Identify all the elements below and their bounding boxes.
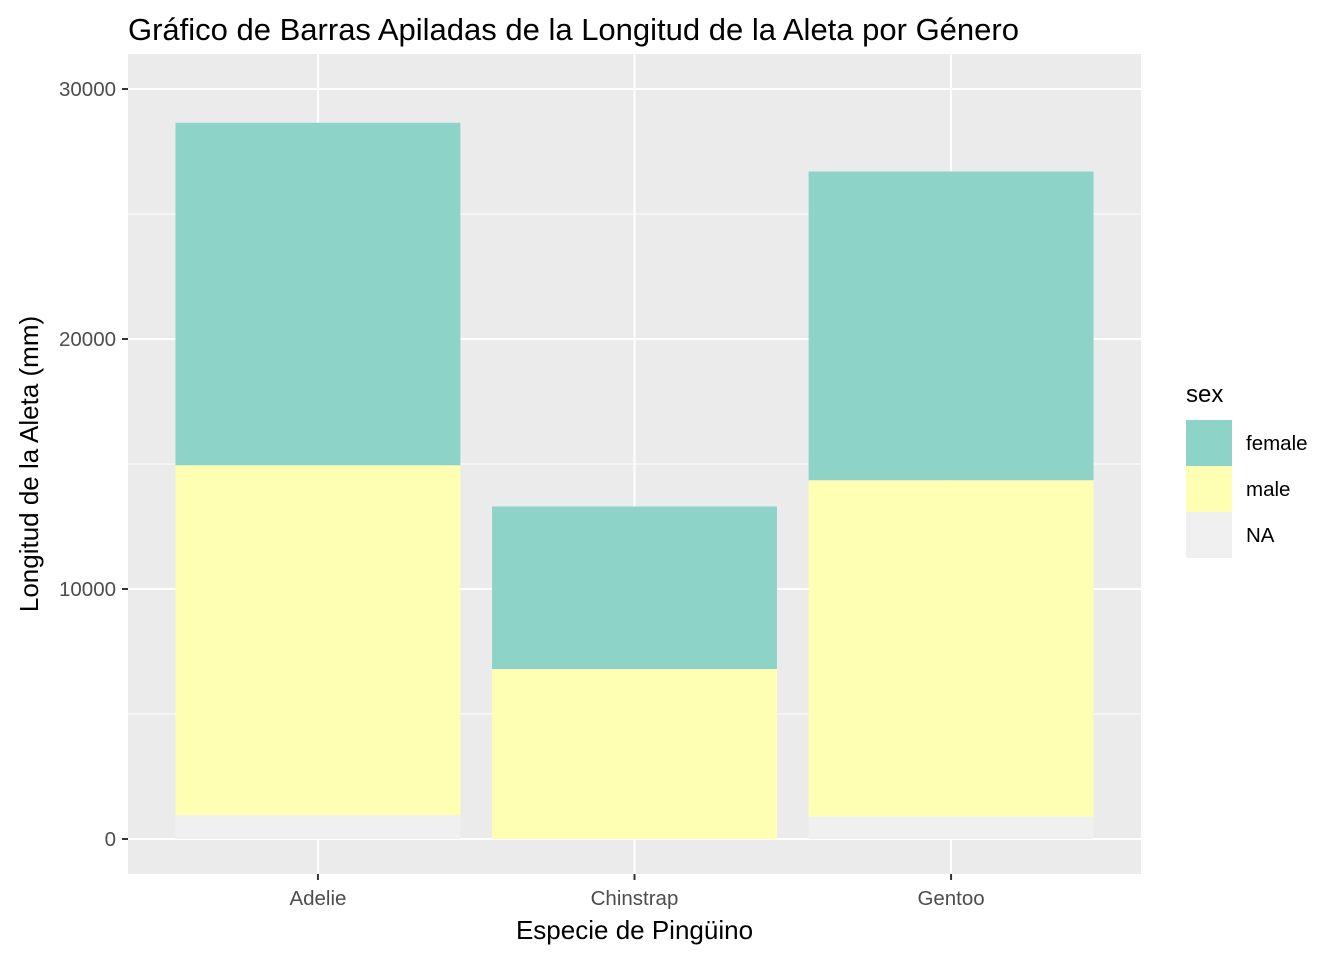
legend-label-na: NA bbox=[1246, 524, 1275, 547]
y-tick-label: 30000 bbox=[59, 78, 116, 101]
x-tick-label: Adelie bbox=[289, 887, 346, 910]
y-tick-label: 20000 bbox=[59, 328, 116, 351]
bar-na-gentoo bbox=[808, 816, 1094, 839]
legend-key-male bbox=[1186, 466, 1232, 512]
chart-title: Gráfico de Barras Apiladas de la Longitu… bbox=[128, 12, 1019, 47]
bar-female-adelie bbox=[175, 122, 461, 466]
bar-male-adelie bbox=[175, 465, 461, 816]
x-tick-label: Chinstrap bbox=[591, 887, 679, 910]
x-tick-label: Gentoo bbox=[917, 887, 984, 910]
bar-na-adelie bbox=[175, 815, 461, 839]
bar-female-chinstrap bbox=[492, 506, 777, 669]
bar-male-chinstrap bbox=[492, 669, 777, 839]
x-axis: Adelie Chinstrap Gentoo bbox=[289, 874, 985, 910]
y-axis: 0 10000 20000 30000 bbox=[59, 78, 128, 851]
legend: sex female male NA bbox=[1186, 381, 1308, 558]
legend-key-na bbox=[1186, 512, 1232, 558]
y-tick-label: 0 bbox=[105, 828, 116, 851]
bars bbox=[175, 122, 1094, 839]
legend-title: sex bbox=[1186, 381, 1223, 408]
x-axis-title: Especie de Pingüino bbox=[516, 915, 753, 945]
bar-female-gentoo bbox=[808, 171, 1094, 481]
legend-label-female: female bbox=[1246, 432, 1308, 455]
y-tick-label: 10000 bbox=[59, 578, 116, 601]
bar-male-gentoo bbox=[808, 480, 1094, 817]
y-axis-title: Longitud de la Aleta (mm) bbox=[14, 316, 44, 612]
legend-label-male: male bbox=[1246, 478, 1290, 501]
legend-key-female bbox=[1186, 420, 1232, 466]
